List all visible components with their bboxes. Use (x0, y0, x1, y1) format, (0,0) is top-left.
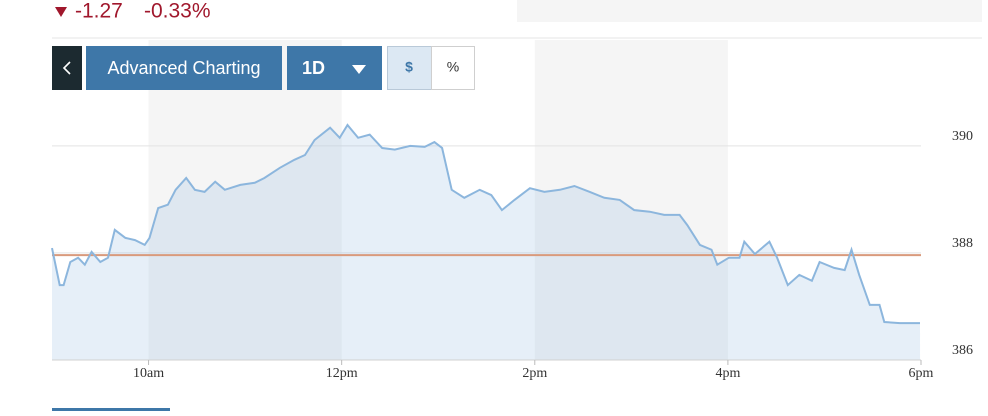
back-button[interactable] (52, 46, 82, 90)
dollar-label: $ (405, 59, 413, 75)
back-icon (62, 61, 71, 75)
y-tick-label: 388 (952, 236, 973, 251)
x-tick-label: 10am (133, 366, 164, 381)
tab-indicator (52, 408, 170, 411)
range-button[interactable] (287, 46, 382, 90)
band (534, 40, 728, 360)
plot: 386 388 390 10am 12pm 2pm 4pm 6pm (51, 40, 973, 381)
advanced-button[interactable] (86, 46, 282, 90)
advanced-label: Advanced Charting (107, 58, 260, 78)
price-line (51, 123, 920, 325)
change: -1.27 (75, 0, 123, 23)
percent-label: % (447, 59, 459, 75)
percent-button[interactable] (431, 46, 475, 90)
down-arrow (55, 7, 67, 17)
x-tick-label: 12pm (326, 366, 358, 381)
y-tick-label: 386 (952, 343, 973, 358)
x-tick-label: 4pm (715, 366, 740, 381)
x-tick-label: 2pm (522, 366, 547, 381)
dollar-button[interactable] (387, 46, 432, 90)
band (148, 40, 342, 360)
x-tick-label: 6pm (909, 366, 934, 381)
y-tick-label: 390 (952, 129, 973, 144)
dropdown-icon (352, 65, 366, 74)
top-panel (517, 0, 982, 22)
area (52, 125, 921, 360)
change-percent: -0.33% (144, 0, 211, 23)
range-label: 1D (302, 58, 325, 78)
